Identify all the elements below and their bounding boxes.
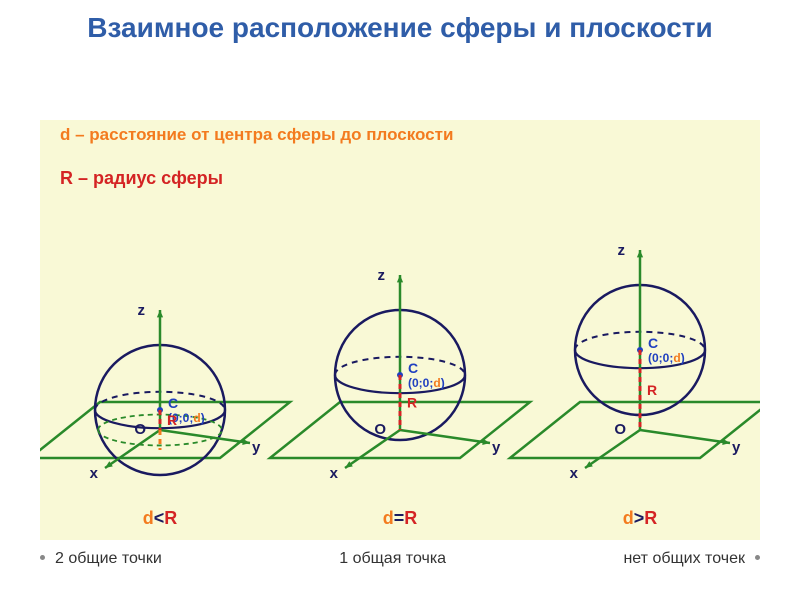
r-symbol: R bbox=[404, 508, 417, 528]
svg-text:C: C bbox=[648, 335, 658, 351]
caption-text: нет общих точек bbox=[623, 550, 745, 567]
condition-1: d<R bbox=[143, 508, 178, 529]
legend-r: R – радиус сферы bbox=[60, 168, 223, 189]
bullet-icon bbox=[40, 555, 45, 560]
bullet-icon bbox=[755, 555, 760, 560]
svg-text:z: z bbox=[378, 267, 386, 284]
r-symbol: R bbox=[644, 508, 657, 528]
op-symbol: < bbox=[154, 508, 165, 528]
d-symbol: d bbox=[383, 508, 394, 528]
d-symbol: d bbox=[143, 508, 154, 528]
svg-text:C: C bbox=[408, 360, 418, 376]
three-spheres-diagram: zyxOC(0;0;d)RzyxOC(0;0;d)RzyxOC(0;0;d)R bbox=[40, 200, 760, 500]
caption-2: 1 общая точка bbox=[339, 550, 446, 568]
page: Взаимное расположение сферы и плоскости … bbox=[0, 0, 800, 600]
svg-text:R: R bbox=[407, 395, 417, 411]
op-symbol: = bbox=[394, 508, 405, 528]
legend-d: d – расстояние от центра сферы до плоско… bbox=[60, 126, 610, 145]
svg-text:O: O bbox=[374, 421, 386, 438]
r-symbol: R bbox=[164, 508, 177, 528]
svg-text:x: x bbox=[570, 465, 579, 482]
main-title: Взаимное расположение сферы и плоскости bbox=[0, 0, 800, 46]
svg-text:z: z bbox=[618, 242, 626, 259]
svg-text:(0;0;d): (0;0;d) bbox=[648, 351, 685, 365]
svg-text:y: y bbox=[492, 439, 501, 456]
svg-text:R: R bbox=[647, 382, 657, 398]
condition-3: d>R bbox=[623, 508, 658, 529]
svg-text:x: x bbox=[90, 465, 99, 482]
svg-text:O: O bbox=[614, 421, 626, 438]
condition-2: d=R bbox=[383, 508, 418, 529]
op-symbol: > bbox=[634, 508, 645, 528]
svg-text:z: z bbox=[138, 302, 146, 319]
d-symbol: d bbox=[623, 508, 634, 528]
svg-text:O: O bbox=[134, 421, 146, 438]
captions-row: 2 общие точки 1 общая точка нет общих то… bbox=[40, 550, 760, 568]
svg-text:y: y bbox=[252, 439, 261, 456]
svg-text:R: R bbox=[167, 412, 177, 428]
svg-text:y: y bbox=[732, 439, 741, 456]
svg-text:C: C bbox=[168, 395, 178, 411]
svg-text:x: x bbox=[330, 465, 339, 482]
caption-3: нет общих точек bbox=[623, 550, 760, 568]
diagram-frame: d – расстояние от центра сферы до плоско… bbox=[40, 120, 760, 540]
caption-text: 2 общие точки bbox=[55, 550, 162, 567]
caption-text: 1 общая точка bbox=[339, 550, 446, 567]
svg-text:(0;0;d): (0;0;d) bbox=[408, 376, 445, 390]
caption-1: 2 общие точки bbox=[40, 550, 162, 568]
conditions-row: d<R d=R d>R bbox=[40, 508, 760, 529]
